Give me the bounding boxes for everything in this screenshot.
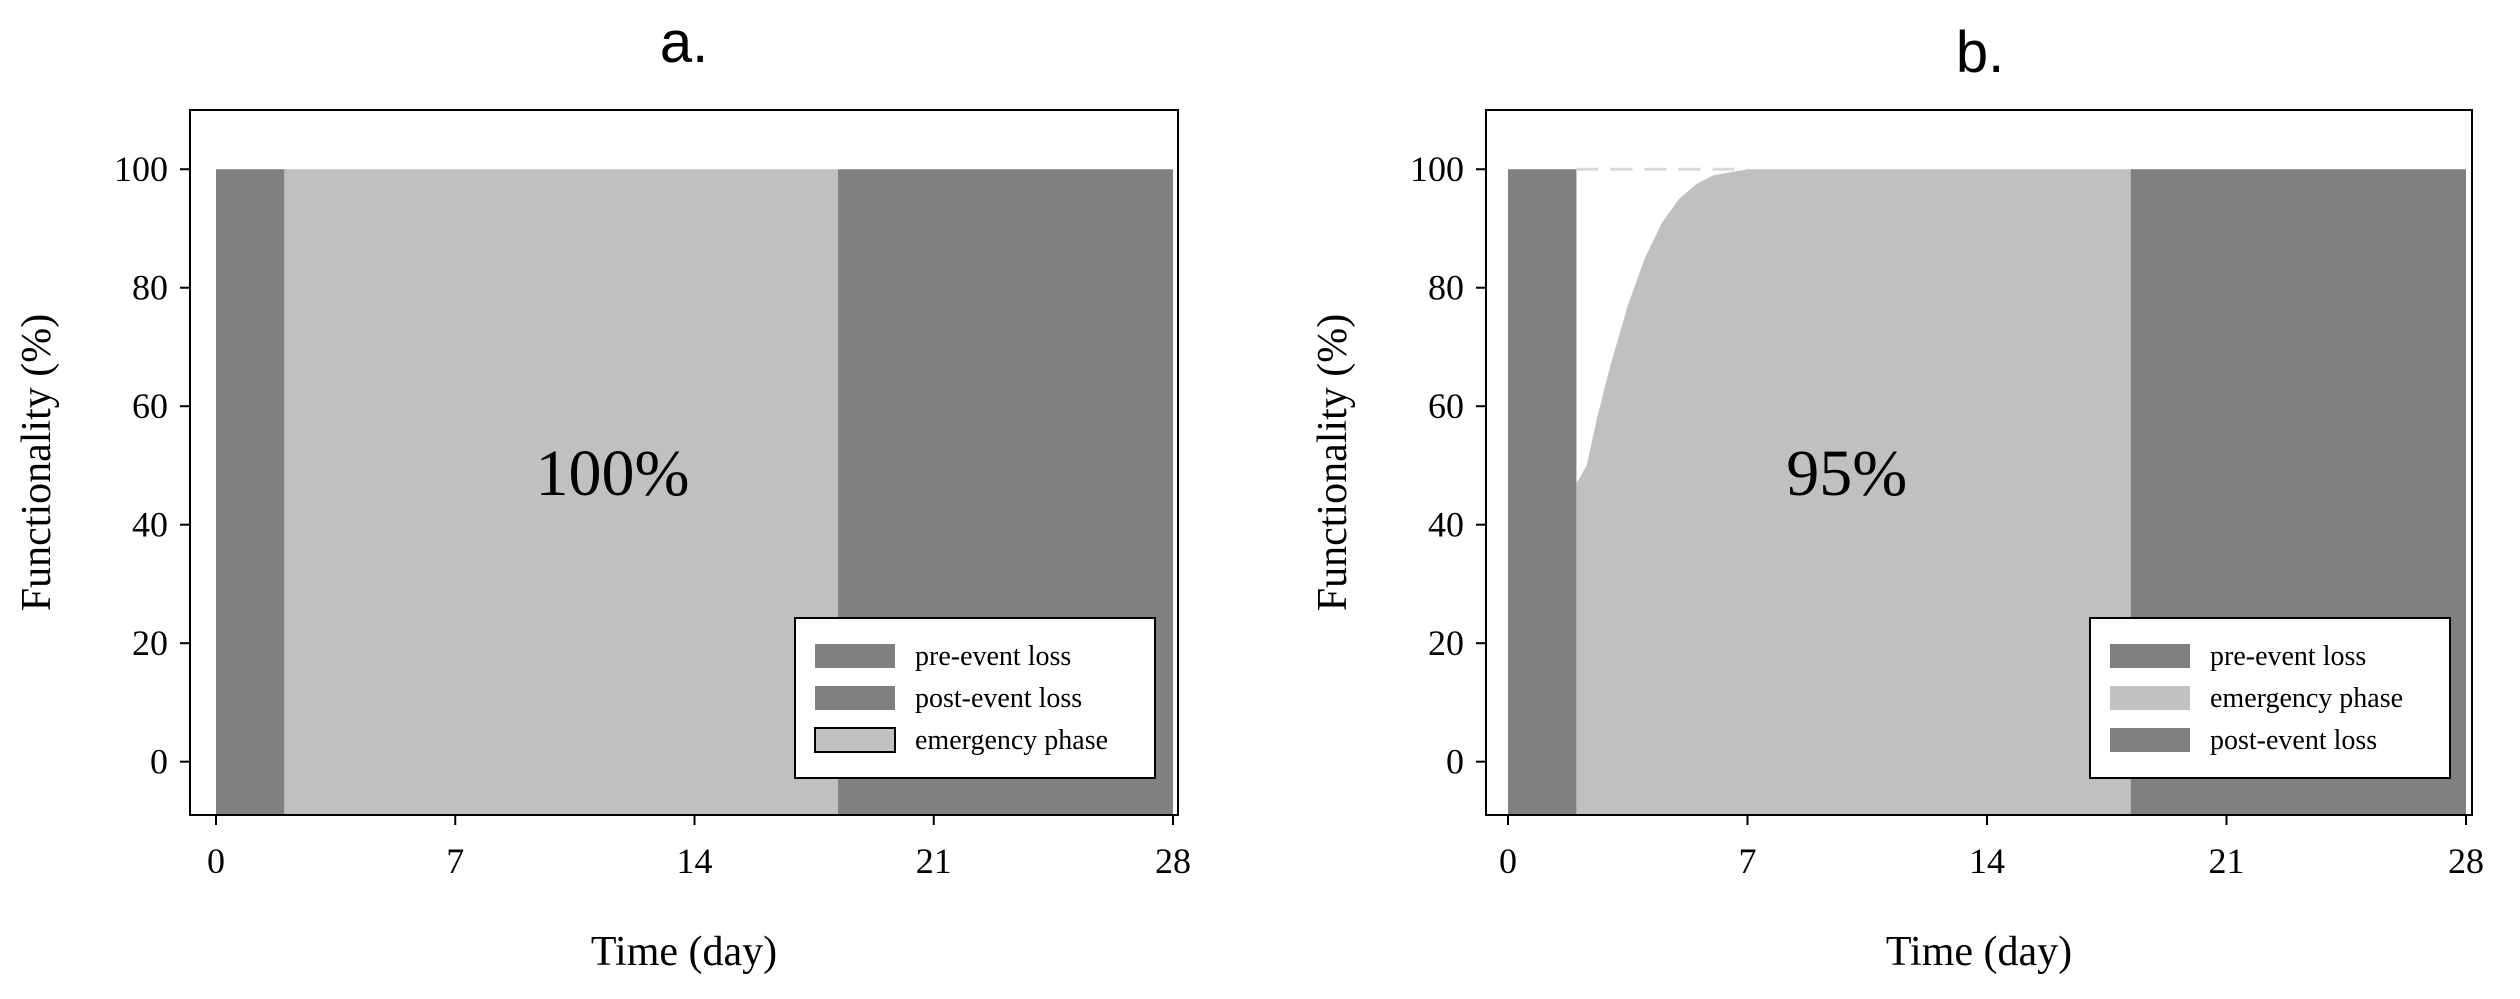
functionality-annotation: 100%	[535, 437, 689, 510]
y-axis-label: Functionality (%)	[1310, 314, 1356, 611]
y-axis-label: Functionality (%)	[14, 314, 60, 611]
x-tick-label: 7	[1739, 841, 1757, 881]
legend-label: emergency phase	[915, 725, 1108, 756]
x-tick-label: 0	[207, 841, 225, 881]
y-tick-label: 20	[132, 623, 168, 663]
functionality-annotation: 95%	[1786, 437, 1907, 510]
y-tick-label: 60	[1428, 386, 1464, 426]
chart-panel-a: a. 0 20 40 60 80 100 0 7 14 21 28 Time (day) Function…	[14, 10, 1191, 975]
legend: pre-event loss emergency phase post-event …	[2089, 617, 2451, 779]
x-tick-label: 28	[1155, 841, 1191, 881]
x-axis-label: Time (day)	[591, 929, 777, 975]
legend-swatch	[814, 727, 896, 753]
legend-swatch	[2110, 728, 2190, 752]
legend-label: emergency phase	[2210, 683, 2403, 714]
y-tick-label: 20	[1428, 623, 1464, 663]
legend-label: post-event loss	[2210, 725, 2377, 756]
legend-label: pre-event loss	[2210, 641, 2366, 672]
x-tick-label: 0	[1499, 841, 1517, 881]
panel-title: a.	[660, 10, 708, 75]
x-tick-label: 14	[1969, 841, 2005, 881]
x-tick-label: 14	[677, 841, 713, 881]
legend-label: pre-event loss	[915, 641, 1071, 672]
y-tick-label: 80	[1428, 268, 1464, 308]
legend-swatch	[2110, 686, 2190, 710]
plot-frame	[189, 109, 1179, 816]
x-tick-label: 21	[2209, 841, 2245, 881]
legend-label: post-event loss	[915, 683, 1082, 714]
y-tick-label: 0	[1446, 742, 1464, 782]
y-tick-label: 100	[114, 149, 168, 189]
legend-swatch	[815, 644, 895, 668]
x-tick-label: 21	[916, 841, 952, 881]
region-emergency-phase	[1576, 169, 2131, 815]
x-tick-label: 7	[446, 841, 464, 881]
y-tick-label: 60	[132, 386, 168, 426]
legend-swatch	[815, 686, 895, 710]
region-pre-event-loss	[216, 169, 285, 815]
region-emergency-phase	[284, 169, 839, 815]
chart-panel-b: b. 0 20 40 60 80 100 0 7 14 21 28 Time (day) Function…	[1310, 20, 2484, 975]
x-tick-label: 28	[2448, 841, 2484, 881]
y-tick-label: 100	[1410, 149, 1464, 189]
plot-frame	[1485, 109, 2473, 816]
y-tick-label: 40	[132, 505, 168, 545]
y-tick-label: 40	[1428, 505, 1464, 545]
region-pre-event-loss	[1508, 169, 1577, 815]
x-axis-label: Time (day)	[1886, 929, 2072, 975]
legend-swatch	[2110, 644, 2190, 668]
y-tick-label: 80	[132, 268, 168, 308]
y-tick-label: 0	[150, 742, 168, 782]
panel-title: b.	[1956, 20, 2004, 85]
legend: pre-event loss post-event loss emergency p…	[794, 617, 1156, 779]
